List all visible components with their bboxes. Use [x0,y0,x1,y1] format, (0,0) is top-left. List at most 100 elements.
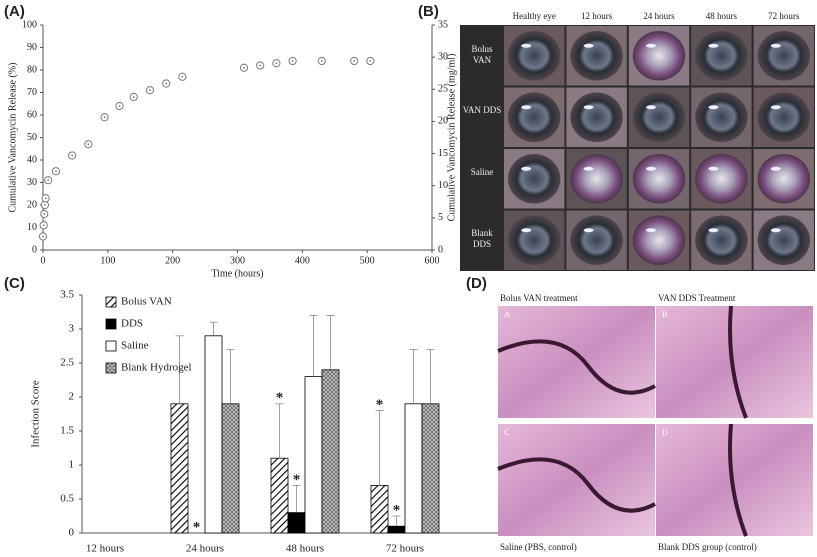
data-point [39,221,48,230]
point-dot [42,235,44,238]
legend-swatch [105,340,117,352]
point-dot [243,66,245,69]
tissue-layer [497,457,656,513]
point-dot [43,213,46,215]
y2-tick-label: 25 [438,84,448,95]
point-dot [44,204,46,206]
histology-letter: D [662,428,668,437]
data-point [38,232,48,241]
error-bar [226,348,235,404]
point-dot [118,105,121,107]
row-label: Saline [470,166,494,177]
bar [421,403,440,534]
bar [221,403,240,534]
y-axis-label: Cumulative Vancomycin Release (%) [7,62,18,212]
eye-globe [695,215,748,265]
eye-globe [632,154,686,204]
data-point [162,79,171,88]
error-bar [375,410,384,486]
eye-globe [570,92,623,142]
data-point [115,101,124,111]
histology-letter: C [504,428,509,437]
point-dot [353,60,356,62]
x-tick-label: 48 hours [286,543,324,555]
panel-label: (C) [4,275,25,292]
data-point [288,56,297,66]
eye-highlight [708,166,719,171]
point-dot [320,60,323,62]
data-point [366,56,375,66]
y2-tick-label: 0 [438,244,443,255]
data-point [51,167,61,176]
point-dot [291,60,294,62]
error-bar [409,348,418,404]
eye-globe [695,31,748,81]
y-tick-label: 2.5 [60,357,74,369]
eye-highlight [770,43,781,48]
point-dot [44,197,47,200]
histology-caption: Bolus VAN treatment [500,293,578,303]
eye-highlight [583,43,594,48]
column-header: 12 hours [581,11,613,21]
x-tick-label: 200 [165,255,180,266]
error-bar [426,348,435,404]
tissue-layer [497,339,656,395]
eye-highlight [521,228,532,233]
histology-letter: A [504,310,510,319]
bar [270,457,289,534]
histology-caption: Saline (PBS, control) [500,542,577,552]
row-label: VAN DDS [462,105,502,116]
error-bar [292,484,301,513]
row-label: Bolus VAN [471,43,493,65]
eye-highlight [521,166,532,171]
bar [321,369,340,534]
legend-label: DDS [121,318,143,330]
y-tick-label: 100 [22,19,37,30]
x-axis-label: Time (hours) [211,268,263,279]
bar [370,484,389,534]
y2-tick-label: 15 [438,148,448,159]
point-dot [71,154,74,157]
point-dot [275,62,278,65]
bar [287,512,306,534]
bar [170,403,189,534]
y-tick-label: 80 [27,64,37,75]
x-tick-label: 12 hours [86,543,124,555]
point-dot [259,64,262,67]
bar [304,376,323,534]
error-bar [326,314,335,370]
bar [404,403,423,534]
point-dot [47,179,50,182]
eye-globe [508,92,561,142]
y-tick-label: 0.5 [60,493,74,505]
data-point [317,56,326,66]
y-tick-label: 70 [27,87,37,98]
y-tick-label: 2 [69,391,75,403]
eye-globe [508,154,561,204]
histology-image [498,306,655,418]
data-point [68,151,77,160]
significance-marker: * [393,502,401,518]
data-point [272,59,281,68]
column-header: 72 hours [768,11,800,21]
eye-globe [632,215,686,265]
data-point [350,56,359,66]
histology-image [656,424,813,536]
data-point [100,113,109,122]
eye-highlight [583,105,594,110]
eye-highlight [770,228,781,233]
column-header: 24 hours [643,11,675,21]
legend-label: Saline [121,340,149,352]
bar [204,335,223,534]
column-header: Healthy eye [513,11,556,21]
histology-letter: B [662,310,667,319]
error-bar [175,335,184,404]
panel-label: (D) [466,275,487,292]
eye-highlight [770,166,781,171]
y-tick-label: 30 [27,177,37,188]
eye-globe [632,92,686,142]
y-tick-label: 3 [69,323,75,335]
eye-globe [632,31,686,81]
y2-tick-label: 5 [438,212,443,223]
